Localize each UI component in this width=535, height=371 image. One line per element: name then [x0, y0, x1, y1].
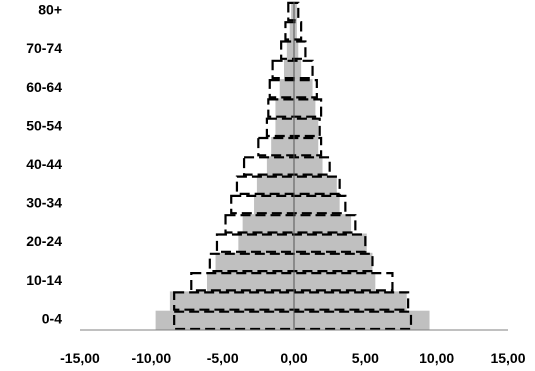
dashed-bar-60-64 [268, 78, 318, 99]
x-tick-label: 5,00 [352, 350, 379, 366]
dashed-bar-65-69 [271, 59, 314, 80]
y-tick-label: 80+ [38, 2, 62, 18]
x-axis-tick-labels: -15,00 -10,00 -5,00 0,00 5,00 10,00 15,00 [60, 350, 526, 366]
dashed-bar-5-9 [173, 291, 410, 311]
filled-bar-20-24 [238, 233, 367, 253]
dashed-bars-series [173, 1, 413, 331]
filled-bar-75-79 [289, 21, 297, 41]
y-tick-label: 30-34 [26, 195, 62, 211]
x-tick-label: 10,00 [419, 350, 454, 366]
dashed-bar-55-59 [267, 98, 323, 118]
dashed-bar-35-39 [235, 175, 341, 196]
y-tick-label: 70-74 [26, 40, 62, 56]
dashed-bar-45-49 [257, 136, 323, 157]
filled-bar-35-39 [256, 175, 337, 195]
filled-bar-0-4 [155, 310, 430, 330]
x-tick-label: 0,00 [280, 350, 307, 366]
filled-bar-40-44 [266, 156, 323, 176]
y-tick-label: 20-24 [26, 233, 62, 249]
filled-bar-5-9 [169, 291, 407, 311]
dashed-bar-40-44 [242, 156, 331, 176]
dashed-bar-75-79 [284, 21, 303, 41]
x-tick-label: 15,00 [490, 350, 525, 366]
dashed-bar-25-29 [224, 214, 357, 234]
y-axis-tick-labels: 0-4 10-14 20-24 30-34 40-44 50-54 60-64 70-74 80… [26, 2, 62, 327]
dashed-bar-80+ [287, 1, 300, 22]
filled-bar-30-34 [254, 194, 340, 215]
filled-bar-55-59 [275, 98, 316, 118]
x-tick-label: -15,00 [60, 350, 100, 366]
filled-bar-25-29 [242, 214, 352, 234]
y-tick-label: 0-4 [42, 310, 62, 326]
filled-bar-10-14 [206, 272, 376, 292]
dashed-bar-20-24 [215, 233, 367, 253]
y-tick-label: 60-64 [26, 79, 62, 95]
dashed-bar-0-4 [173, 310, 413, 331]
filled-bar-45-49 [271, 137, 319, 157]
y-tick-label: 40-44 [26, 156, 62, 172]
dashed-bar-70-74 [280, 40, 307, 60]
y-tick-label: 50-54 [26, 117, 62, 133]
dashed-bar-50-54 [265, 117, 321, 138]
x-tick-label: -5,00 [207, 350, 239, 366]
filled-bar-50-54 [275, 117, 319, 137]
y-tick-label: 10-14 [26, 272, 62, 288]
filled-bar-70-74 [286, 40, 299, 60]
dashed-bar-30-34 [230, 194, 347, 215]
filled-bar-65-69 [284, 59, 302, 80]
dashed-bar-10-14 [190, 272, 394, 292]
filled-bars-series [155, 1, 430, 330]
x-tick-label: -10,00 [131, 350, 171, 366]
dashed-bar-15-19 [208, 252, 374, 273]
filled-bar-60-64 [279, 79, 313, 99]
